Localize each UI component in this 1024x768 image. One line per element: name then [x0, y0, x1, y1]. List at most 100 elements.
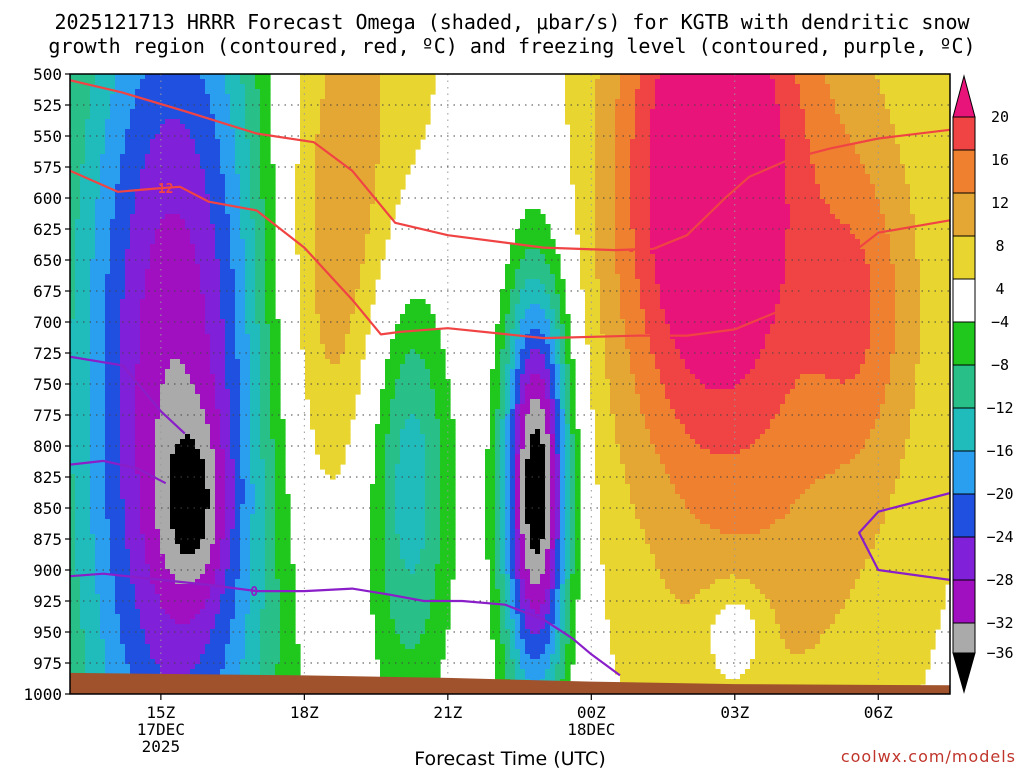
omega-cell	[790, 174, 796, 180]
omega-cell	[740, 84, 746, 90]
omega-cell	[580, 104, 586, 110]
omega-cell	[650, 74, 656, 80]
omega-cell	[680, 119, 686, 125]
omega-cell	[775, 94, 781, 100]
omega-cell	[415, 139, 421, 145]
omega-cell	[895, 209, 901, 215]
omega-cell	[415, 124, 421, 130]
omega-cell	[315, 104, 321, 110]
omega-cell	[910, 134, 916, 140]
omega-cell	[605, 204, 611, 210]
omega-cell	[675, 184, 681, 190]
omega-cell	[700, 209, 706, 215]
omega-cell	[610, 174, 616, 180]
omega-cell	[245, 249, 251, 255]
omega-cell	[725, 189, 731, 195]
omega-cell	[880, 154, 886, 160]
omega-cell	[625, 164, 631, 170]
omega-cell	[310, 129, 316, 135]
omega-cell	[835, 234, 841, 240]
omega-cell	[805, 99, 811, 105]
omega-cell	[780, 129, 786, 135]
omega-cell	[675, 194, 681, 200]
omega-cell	[180, 124, 186, 130]
omega-cell	[400, 149, 406, 155]
omega-cell	[825, 114, 831, 120]
omega-cell	[170, 144, 176, 150]
omega-cell	[375, 74, 381, 80]
omega-cell	[885, 214, 891, 220]
omega-cell	[165, 199, 171, 205]
omega-cell	[640, 234, 646, 240]
omega-cell	[770, 239, 776, 245]
omega-cell	[915, 124, 921, 130]
omega-cell	[805, 219, 811, 225]
omega-cell	[720, 169, 726, 175]
omega-cell	[705, 139, 711, 145]
omega-cell	[95, 114, 101, 120]
omega-cell	[815, 129, 821, 135]
omega-cell	[905, 204, 911, 210]
omega-cell	[800, 239, 806, 245]
omega-cell	[645, 239, 651, 245]
omega-cell	[70, 174, 76, 180]
omega-cell	[720, 109, 726, 115]
omega-cell	[125, 129, 131, 135]
omega-cell	[790, 109, 796, 115]
omega-cell	[350, 219, 356, 225]
omega-cell	[325, 144, 331, 150]
omega-cell	[725, 204, 731, 210]
omega-cell	[365, 79, 371, 85]
omega-cell	[835, 154, 841, 160]
omega-cell	[230, 174, 236, 180]
omega-cell	[320, 139, 326, 145]
omega-cell	[655, 109, 661, 115]
omega-cell	[220, 204, 226, 210]
omega-cell	[820, 209, 826, 215]
omega-cell	[725, 214, 731, 220]
omega-cell	[840, 159, 846, 165]
omega-cell	[635, 74, 641, 80]
omega-cell	[595, 139, 601, 145]
omega-cell	[875, 114, 881, 120]
omega-cell	[835, 214, 841, 220]
omega-cell	[215, 134, 221, 140]
omega-cell	[215, 164, 221, 170]
omega-cell	[90, 129, 96, 135]
omega-cell	[415, 89, 421, 95]
omega-cell	[195, 84, 201, 90]
omega-cell	[425, 79, 431, 85]
omega-cell	[580, 184, 586, 190]
omega-cell	[260, 194, 266, 200]
omega-cell	[105, 74, 111, 80]
omega-cell	[735, 79, 741, 85]
omega-cell	[210, 249, 216, 255]
omega-cell	[660, 129, 666, 135]
omega-cell	[130, 94, 136, 100]
omega-cell	[635, 179, 641, 185]
omega-cell	[845, 104, 851, 110]
omega-cell	[790, 239, 796, 245]
omega-cell	[390, 144, 396, 150]
omega-cell	[240, 184, 246, 190]
omega-cell	[675, 214, 681, 220]
omega-cell	[810, 244, 816, 250]
omega-cell	[585, 99, 591, 105]
omega-cell	[675, 154, 681, 160]
omega-cell	[355, 124, 361, 130]
omega-cell	[820, 139, 826, 145]
omega-cell	[620, 244, 626, 250]
omega-cell	[685, 169, 691, 175]
omega-cell	[870, 214, 876, 220]
omega-cell	[240, 94, 246, 100]
omega-cell	[150, 109, 156, 115]
omega-cell	[770, 229, 776, 235]
omega-cell	[660, 74, 666, 80]
omega-cell	[570, 99, 576, 105]
omega-cell	[370, 84, 376, 90]
omega-cell	[920, 89, 926, 95]
omega-cell	[770, 104, 776, 110]
omega-cell	[890, 169, 896, 175]
omega-cell	[365, 159, 371, 165]
omega-cell	[575, 169, 581, 175]
